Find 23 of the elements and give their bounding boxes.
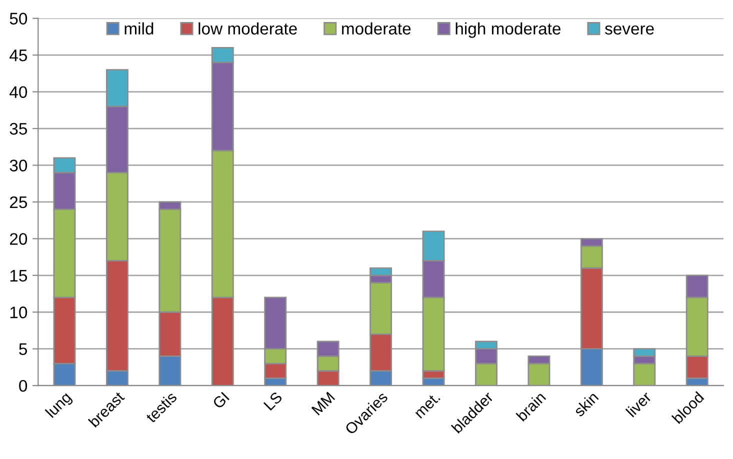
y-tick-label: 25: [10, 196, 27, 208]
x-tick-label: LS: [263, 391, 283, 411]
y-tick-label: 15: [10, 270, 27, 282]
x-tick-label: met.: [414, 392, 440, 419]
x-tick-label: MM: [311, 392, 336, 416]
y-tick-label: 30: [10, 160, 28, 172]
legend-label: mild: [124, 22, 154, 35]
x-tick-label: lung: [44, 391, 74, 420]
x-tick-label: GI: [212, 392, 230, 410]
y-tick-label: 10: [10, 306, 28, 318]
legend-label: high moderate: [456, 22, 560, 38]
y-tick-label: 20: [10, 233, 28, 245]
legend-label: moderate: [342, 22, 411, 35]
x-tick-label: liver: [625, 390, 652, 418]
y-tick-label: 50: [10, 12, 28, 25]
y-tick-label: 0: [19, 380, 28, 392]
x-tick-label: skin: [572, 391, 599, 418]
y-tick-label: 45: [10, 50, 27, 62]
legend-label: severe: [605, 25, 654, 35]
y-tick-label: 40: [10, 86, 28, 98]
y-tick-label: 35: [10, 122, 27, 135]
legend-label: low moderate: [198, 22, 297, 35]
y-tick-label: 5: [19, 343, 27, 356]
